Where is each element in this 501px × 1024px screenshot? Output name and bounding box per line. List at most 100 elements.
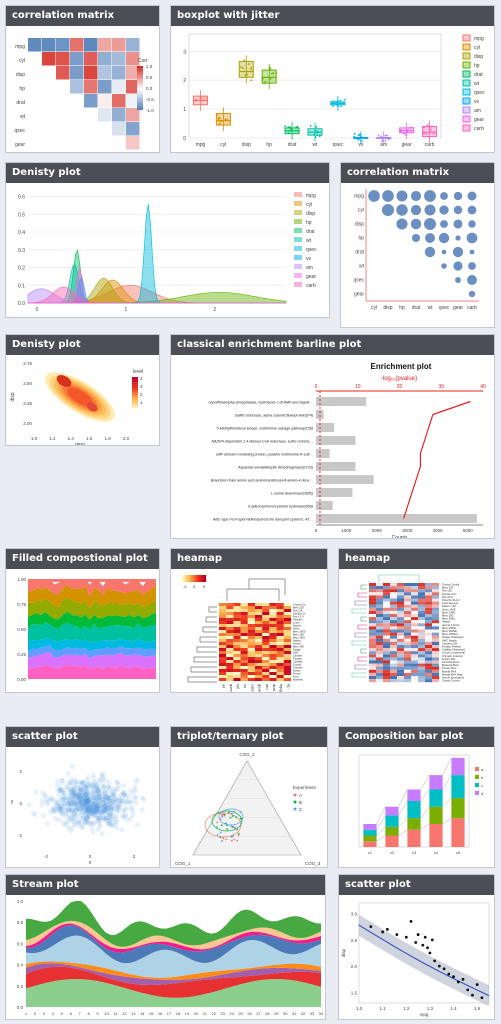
heat-cell: [269, 603, 277, 606]
legend-tick: -0.5: [146, 97, 154, 102]
corr-circle: [441, 249, 447, 255]
scatter-point: [53, 808, 59, 814]
scatter-point: [79, 808, 85, 815]
scatter-point: [80, 787, 86, 793]
heat-cell: [247, 669, 255, 672]
scatter-point: [83, 805, 89, 811]
scatter-point: [69, 787, 75, 793]
heat-cell: [276, 603, 284, 606]
connector-line: [442, 775, 452, 790]
scatter-point: [49, 806, 55, 812]
scatter-point: [90, 776, 97, 782]
row-label: Valiant: [293, 639, 301, 643]
heat-cell: [390, 607, 397, 611]
heat-cell: [276, 630, 284, 633]
scatter-point: [76, 792, 82, 798]
heat-cell: [226, 675, 234, 678]
corr-cell: [126, 94, 140, 108]
scatter-point: [94, 805, 100, 812]
jitter-point: [316, 134, 319, 137]
y-tick-label: 2.25: [23, 401, 32, 406]
scatter-point: [78, 787, 84, 793]
heat-cell: [404, 638, 411, 642]
row-dendrogram: [351, 608, 367, 614]
scatter-point: [74, 779, 80, 785]
jitter-point: [269, 78, 272, 80]
heat-cell: [404, 583, 411, 587]
card-title: Denisty plot: [6, 335, 159, 355]
scatter-point: [76, 791, 82, 797]
card-title: classical enrichment barline plot: [171, 335, 494, 355]
legend-swatch: [132, 379, 138, 383]
legend-key: [294, 201, 302, 206]
scatter-point: [76, 820, 82, 826]
heat-cell: [219, 618, 227, 621]
scatter-point: [82, 801, 88, 807]
scatter-point: [65, 825, 71, 831]
heat-cell: [255, 642, 263, 645]
legend-key: [294, 255, 302, 260]
scatter-point: [63, 795, 69, 801]
legend-key: [294, 237, 302, 242]
corr-circle: [453, 261, 463, 271]
scatter-point: [60, 800, 66, 806]
legend-key: [462, 124, 471, 132]
jitter-point: [200, 96, 203, 99]
heat-cell: [404, 610, 411, 614]
ternary-point: [227, 811, 230, 814]
heat-cell: [376, 663, 383, 667]
scatter-point: [82, 819, 88, 825]
scatter-point: [60, 812, 66, 818]
heat-cell: [369, 586, 376, 590]
legend-swatch: [137, 77, 143, 80]
scatter-point: [83, 799, 89, 805]
col-label: vs: [243, 684, 248, 688]
row-label: Lotus: [293, 621, 300, 625]
scatter-point: [91, 810, 97, 816]
x-tick-label: wt: [313, 142, 319, 148]
scatter-point: [75, 794, 81, 800]
scatter-point: [80, 781, 86, 787]
heat-cell: [283, 621, 291, 624]
y-tick-label: 3: [183, 49, 186, 55]
jitter-point: [195, 99, 197, 102]
legend-label: wt: [474, 81, 480, 87]
heat-cell: [383, 679, 390, 683]
jitter-point: [250, 66, 253, 69]
heat-cell: [255, 675, 263, 678]
heat-cell: [233, 627, 241, 630]
scatter-point: [104, 805, 111, 811]
heat-cell: [262, 603, 270, 606]
heat-cell: [376, 672, 383, 676]
scatter-point: [109, 790, 116, 796]
jitter-point: [271, 72, 273, 75]
heat-cell: [383, 589, 390, 593]
jitter-point: [203, 97, 206, 99]
corr-circle: [410, 204, 422, 216]
heat-cell: [404, 679, 411, 683]
scatter-point: [122, 813, 129, 819]
legend-swatch: [183, 575, 187, 582]
scatter-point: [101, 800, 107, 806]
scatter-point: [71, 790, 78, 796]
row-dendrogram: [351, 640, 367, 646]
scatter-point: [95, 786, 101, 792]
heat-cell: [425, 672, 432, 676]
legend-swatch: [132, 395, 138, 398]
heat-cell: [226, 651, 234, 654]
jitter-point: [336, 100, 339, 102]
scatter-point: [90, 807, 96, 814]
scatter-point: [118, 792, 124, 799]
heat-cell: [219, 624, 227, 627]
scatter-point: [96, 819, 102, 825]
scatter-point: [135, 777, 141, 783]
scatter-point: [65, 801, 71, 807]
jitter-point: [332, 100, 335, 103]
connector-line: [420, 806, 430, 819]
scatter-point: [87, 796, 93, 803]
legend-label: d: [481, 791, 483, 796]
ternary-point: [221, 840, 223, 842]
heat-cell: [425, 601, 432, 605]
row-label: Camaro Z28: [442, 641, 457, 645]
